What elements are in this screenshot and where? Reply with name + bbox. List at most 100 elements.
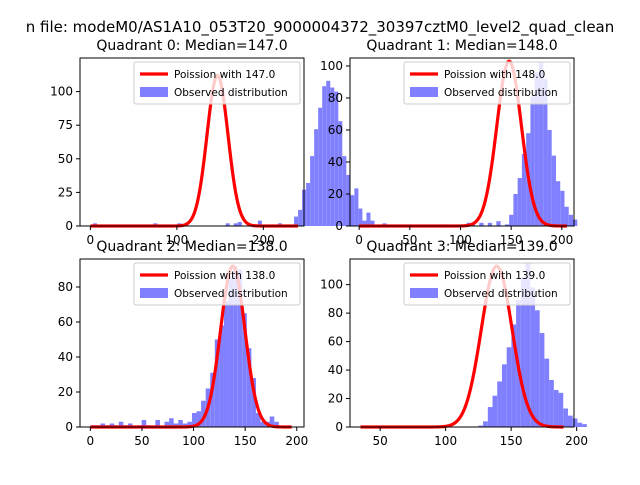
axes-frame [79,258,305,428]
histogram-bar [560,190,565,226]
histogram-bar [530,287,535,427]
legend-bar-swatch [410,87,438,97]
x-tick-label: 200 [550,233,573,247]
histogram-bar [521,154,527,226]
x-tick-label: 50 [402,233,417,247]
histogram-bar [539,333,545,427]
legend-label-observed: Observed distribution [444,87,558,99]
histogram-bar [242,313,247,427]
histogram-bar [350,195,355,226]
x-tick-label: 50 [134,434,149,448]
x-tick-label: 50 [372,434,387,448]
histogram-bar [322,86,327,226]
histogram-bar [233,223,238,226]
histogram-bar [547,130,552,226]
subplot-quadrant-1: 0 50 100 150 200 0 20 40 60 80 100 Quadrant 1: Medi… [320,38,578,247]
subplot-quadrant-3: 50 100 150 200 0 20 40 60 80 100 Quadrant 3: Media… [320,239,588,448]
histogram-bar [260,421,266,427]
histogram-bar [219,325,224,427]
histogram-bar [310,156,315,226]
histogram-bar [314,129,319,226]
histogram-bar [141,420,147,427]
subplot-quadrant-2: 0 50 100 150 200 0 20 40 60 80 Quadrant 2: Median=… [58,239,309,448]
histogram-bar [511,324,517,427]
histogram-bar [572,219,578,226]
x-tick-label: 0 [87,434,95,448]
histogram-bar [173,423,179,427]
histogram-bar [517,178,522,226]
histogram-bar [225,223,230,226]
y-tick-label: 20 [328,392,343,406]
legend-label-observed: Observed distribution [444,288,558,300]
histogram-bar [572,418,578,427]
histogram-bar [251,378,256,427]
histogram-bar [553,389,559,427]
histogram-bar [492,395,498,427]
histogram-bar [354,188,359,226]
histogram-bar [191,413,197,427]
histogram-bar [487,407,493,427]
y-tick-label: 40 [58,350,73,364]
histogram-bar [269,416,275,427]
histogram-bar [549,380,554,427]
histogram-bar [274,421,279,427]
histogram-bar [334,91,339,226]
histogram-bar [164,421,170,427]
histogram-bar [551,155,556,226]
legend-bar-swatch [410,288,438,298]
histogram-bar [534,72,539,227]
axes-frame [79,57,305,227]
histogram-bar [298,209,303,226]
histogram-bar [501,364,507,427]
y-tick-label: 40 [328,155,343,169]
x-tick-label: 150 [234,434,257,448]
subplot-title: Quadrant 1: Median=148.0 [366,38,557,54]
legend-bar-swatch [140,87,168,97]
legend-box [403,61,571,105]
subplot-title: Quadrant 3: Median=139.0 [366,239,557,255]
y-tick-label: 50 [58,152,73,166]
histogram-bar [109,423,115,427]
y-tick-label: 0 [65,219,73,233]
histogram-bar [196,411,202,427]
histogram-bar [568,214,573,226]
x-tick-label: 200 [252,233,275,247]
y-tick-label: 100 [320,59,343,73]
histogram-bar [506,347,512,427]
y-tick-label: 60 [58,315,73,329]
histogram-bar [233,266,238,427]
x-tick-label: 100 [434,434,457,448]
histogram-bar [100,423,106,427]
histogram-bar [182,423,188,427]
histogram-bar [504,224,510,226]
histogram-bar [155,420,160,427]
figure-suptitle: n file: modeM0/AS1A10_053T20_9000004372_… [26,18,615,37]
histogram-bar [558,392,564,427]
y-tick-label: 0 [335,219,343,233]
histogram-bar [342,156,347,226]
histogram-bar [362,220,367,226]
histogram-bar [563,408,568,427]
histogram-bar [366,212,371,226]
histogram-bar [520,277,526,427]
y-tick-label: 40 [328,363,343,377]
histogram-bar [358,208,363,226]
histogram-bar [223,301,229,427]
histogram-bar [567,415,573,427]
histogram-bar [228,278,234,427]
histogram-bar [538,62,544,226]
y-tick-label: 60 [328,335,343,349]
histogram-bar [487,222,493,226]
x-tick-label: 100 [449,233,472,247]
x-tick-label: 150 [500,233,523,247]
histogram-bar [127,423,133,427]
subplot-title: Quadrant 2: Median=138.0 [96,239,287,255]
y-tick-label: 60 [328,123,343,137]
legend: Poission with 148.0 Observed distribution [403,61,571,105]
histogram-bar [370,220,375,226]
axes-frame [349,258,575,428]
legend-label-poisson: Poission with 138.0 [174,270,275,282]
x-tick-label: 0 [87,233,95,247]
legend-label-observed: Observed distribution [174,288,288,300]
